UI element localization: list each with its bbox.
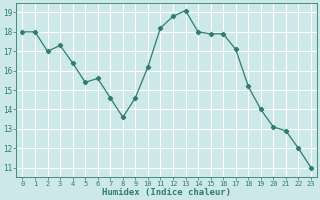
- X-axis label: Humidex (Indice chaleur): Humidex (Indice chaleur): [102, 188, 231, 197]
